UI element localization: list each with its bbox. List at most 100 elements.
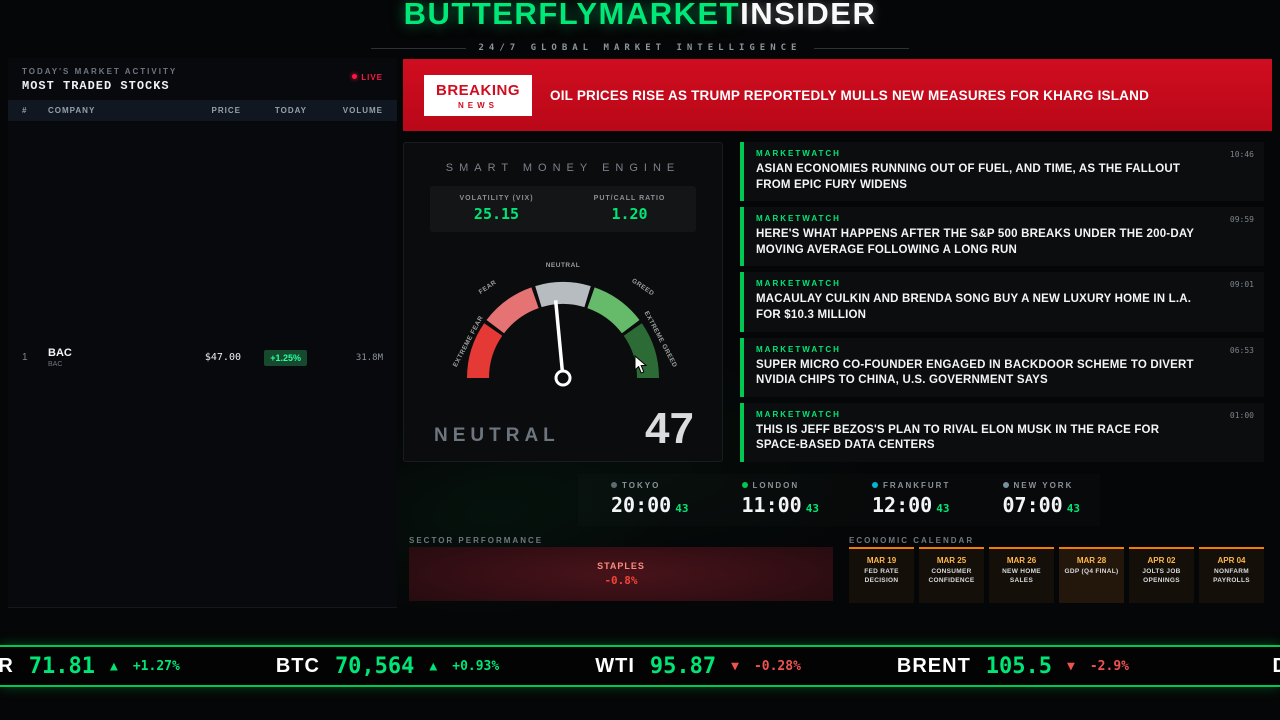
clock-new-york: NEW YORK 07:00 43 bbox=[970, 474, 1101, 526]
ticker-item: BTC 70,564 ▲ +0.93% bbox=[276, 654, 499, 679]
calendar-event[interactable]: MAR 26 NEW HOME SALES bbox=[989, 547, 1054, 603]
news-item[interactable]: MARKETWATCH 06:53 SUPER MICRO CO-FOUNDER… bbox=[740, 337, 1264, 397]
market-status-dot-icon bbox=[611, 482, 617, 488]
put-call-value: 1.20 bbox=[611, 205, 648, 223]
news-timestamp: 06:53 bbox=[1229, 345, 1254, 355]
economic-calendar: MAR 19 FED RATE DECISION MAR 25 CONSUMER… bbox=[849, 547, 1264, 603]
vix-label: VOLATILITY (VIX) bbox=[459, 195, 534, 202]
stock-rank: 1 bbox=[22, 352, 28, 363]
news-source: MARKETWATCH bbox=[756, 279, 841, 289]
calendar-date: MAR 26 bbox=[1006, 556, 1037, 565]
calendar-event-active[interactable]: MAR 28 GDP (Q4 FINAL) bbox=[1059, 547, 1124, 603]
clock-tokyo: TOKYO 20:00 43 bbox=[578, 474, 709, 526]
clock-city: TOKYO bbox=[622, 481, 661, 490]
calendar-date: MAR 19 bbox=[866, 556, 897, 565]
down-arrow-icon: ▼ bbox=[1067, 658, 1075, 674]
news-item[interactable]: MARKETWATCH 01:00 THIS IS JEFF BEZOS'S P… bbox=[740, 402, 1264, 463]
sector-change: -0.8% bbox=[604, 574, 638, 587]
market-activity-kicker: TODAY'S MARKET ACTIVITY bbox=[22, 67, 178, 76]
calendar-date: MAR 28 bbox=[1076, 556, 1107, 565]
news-timestamp: 01:00 bbox=[1229, 410, 1254, 420]
ticker-symbol: ER bbox=[0, 655, 14, 678]
calendar-event[interactable]: APR 02 JOLTS JOB OPENINGS bbox=[1129, 547, 1194, 603]
breaking-news-banner[interactable]: BREAKING NEWS OIL PRICES RISE AS TRUMP R… bbox=[403, 59, 1272, 131]
clock-time: 12:00 43 bbox=[872, 493, 970, 517]
news-timestamp: 10:46 bbox=[1229, 150, 1254, 159]
ticker-item: ER 71.81 ▲ +1.27% bbox=[0, 654, 180, 679]
calendar-event-name: CONSUMER CONFIDENCE bbox=[928, 568, 975, 584]
live-badge: LIVE bbox=[352, 73, 383, 82]
clock-time: 11:00 43 bbox=[742, 493, 840, 517]
ticker-symbol: WTI bbox=[595, 654, 635, 677]
smart-money-engine-card: SMART MONEY ENGINE VOLATILITY (VIX) 25.1… bbox=[403, 142, 723, 462]
table-row[interactable]: 1 BAC BAC $47.00 +1.25% 31.8M bbox=[8, 347, 397, 368]
column-header-volume: VOLUME bbox=[342, 106, 383, 115]
sentiment-text: NEUTRAL bbox=[434, 425, 560, 447]
tagline: 24/7 GLOBAL MARKET INTELLIGENCE bbox=[0, 43, 1280, 53]
tagline-rule-right bbox=[814, 47, 910, 49]
news-headline: HERE'S WHAT HAPPENS AFTER THE S&P 500 BR… bbox=[756, 228, 1194, 256]
ticker-item: D bbox=[1273, 655, 1280, 678]
news-item[interactable]: MARKETWATCH 09:59 HERE'S WHAT HAPPENS AF… bbox=[740, 207, 1264, 267]
clock-seconds: 43 bbox=[675, 502, 689, 515]
calendar-event-name: GDP (Q4 FINAL) bbox=[1064, 568, 1119, 575]
ticker-change: +0.93% bbox=[452, 658, 500, 674]
mouse-cursor-icon bbox=[634, 355, 648, 374]
news-source: MARKETWATCH bbox=[756, 214, 841, 224]
news-item[interactable]: MARKETWATCH 09:01 MACAULAY CULKIN AND BR… bbox=[740, 272, 1264, 332]
sentiment-value: 47 bbox=[645, 404, 694, 453]
stock-company: BAC BAC bbox=[48, 347, 169, 368]
stock-change-badge: +1.25% bbox=[264, 349, 307, 366]
news-timestamp: 09:01 bbox=[1229, 280, 1254, 290]
calendar-date: APR 02 bbox=[1147, 556, 1176, 565]
ticker-change: +1.27% bbox=[132, 658, 180, 674]
calendar-event[interactable]: MAR 25 CONSUMER CONFIDENCE bbox=[919, 547, 984, 603]
gauge-arc-icon bbox=[467, 282, 659, 387]
calendar-event-name: FED RATE DECISION bbox=[864, 568, 899, 584]
market-activity-header: TODAY'S MARKET ACTIVITY MOST TRADED STOC… bbox=[8, 58, 397, 100]
stock-table-header: # COMPANY PRICE TODAY VOLUME bbox=[8, 100, 397, 121]
calendar-event[interactable]: APR 04 NONFARM PAYROLLS bbox=[1199, 547, 1264, 603]
calendar-event-name: NONFARM PAYROLLS bbox=[1213, 568, 1250, 584]
column-header-company: COMPANY bbox=[48, 106, 96, 115]
up-arrow-icon: ▲ bbox=[429, 658, 438, 674]
market-status-dot-icon bbox=[1002, 482, 1009, 488]
clock-seconds: 43 bbox=[1066, 502, 1080, 515]
news-feed: MARKETWATCH 10:46 ASIAN ECONOMIES RUNNIN… bbox=[740, 142, 1264, 463]
clock-hhmm: 11:00 bbox=[741, 493, 802, 517]
clock-city-label: LONDON bbox=[741, 481, 840, 490]
news-headline: MACAULAY CULKIN AND BRENDA SONG BUY A NE… bbox=[756, 293, 1192, 321]
news-source: MARKETWATCH bbox=[756, 344, 841, 354]
news-headline: THIS IS JEFF BEZOS'S PLAN TO RIVAL ELON … bbox=[756, 423, 1160, 452]
stock-name: BAC bbox=[48, 361, 63, 368]
news-timestamp: 09:59 bbox=[1229, 215, 1254, 225]
ticker-change: -0.28% bbox=[753, 658, 801, 674]
market-activity-title: MOST TRADED STOCKS bbox=[22, 79, 170, 93]
calendar-event-name: JOLTS JOB OPENINGS bbox=[1142, 568, 1181, 584]
app-title: BUTTERFLYMARKETINSIDER bbox=[0, 0, 1280, 32]
column-header-today: TODAY bbox=[274, 106, 307, 115]
news-source: MARKETWATCH bbox=[756, 149, 841, 158]
clock-city: FRANKFURT bbox=[883, 481, 951, 490]
calendar-event[interactable]: MAR 19 FED RATE DECISION bbox=[849, 547, 914, 603]
economic-calendar-label: ECONOMIC CALENDAR bbox=[849, 536, 975, 545]
smart-money-title: SMART MONEY ENGINE bbox=[445, 162, 681, 174]
news-headline: SUPER MICRO CO-FOUNDER ENGAGED IN BACKDO… bbox=[756, 358, 1194, 387]
market-ticker: ER 71.81 ▲ +1.27% BTC 70,564 ▲ +0.93% WT… bbox=[0, 645, 1280, 687]
ticker-price: 95.87 bbox=[649, 653, 717, 679]
clock-frankfurt: FRANKFURT 12:00 43 bbox=[839, 474, 970, 526]
clock-city-label: TOKYO bbox=[611, 481, 709, 490]
clock-hhmm: 12:00 bbox=[872, 493, 933, 517]
ticker-price: 105.5 bbox=[985, 653, 1053, 679]
clock-city-label: FRANKFURT bbox=[872, 481, 970, 490]
vix-stat: VOLATILITY (VIX) 25.15 bbox=[430, 195, 563, 223]
smart-money-stats: VOLATILITY (VIX) 25.15 PUT/CALL RATIO 1.… bbox=[430, 186, 696, 232]
vix-value: 25.15 bbox=[473, 205, 520, 223]
ticker-change: -2.9% bbox=[1089, 658, 1129, 674]
breaking-badge-line2: NEWS bbox=[458, 100, 498, 110]
sentiment-gauge: NEUTRAL FEAR GREED EXTREME FEAR EXTREME … bbox=[404, 258, 722, 408]
calendar-date: APR 04 bbox=[1217, 556, 1246, 565]
clock-hhmm: 07:00 bbox=[1002, 493, 1063, 517]
news-headline: ASIAN ECONOMIES RUNNING OUT OF FUEL, AND… bbox=[756, 163, 1181, 191]
news-item[interactable]: MARKETWATCH 10:46 ASIAN ECONOMIES RUNNIN… bbox=[740, 142, 1264, 202]
